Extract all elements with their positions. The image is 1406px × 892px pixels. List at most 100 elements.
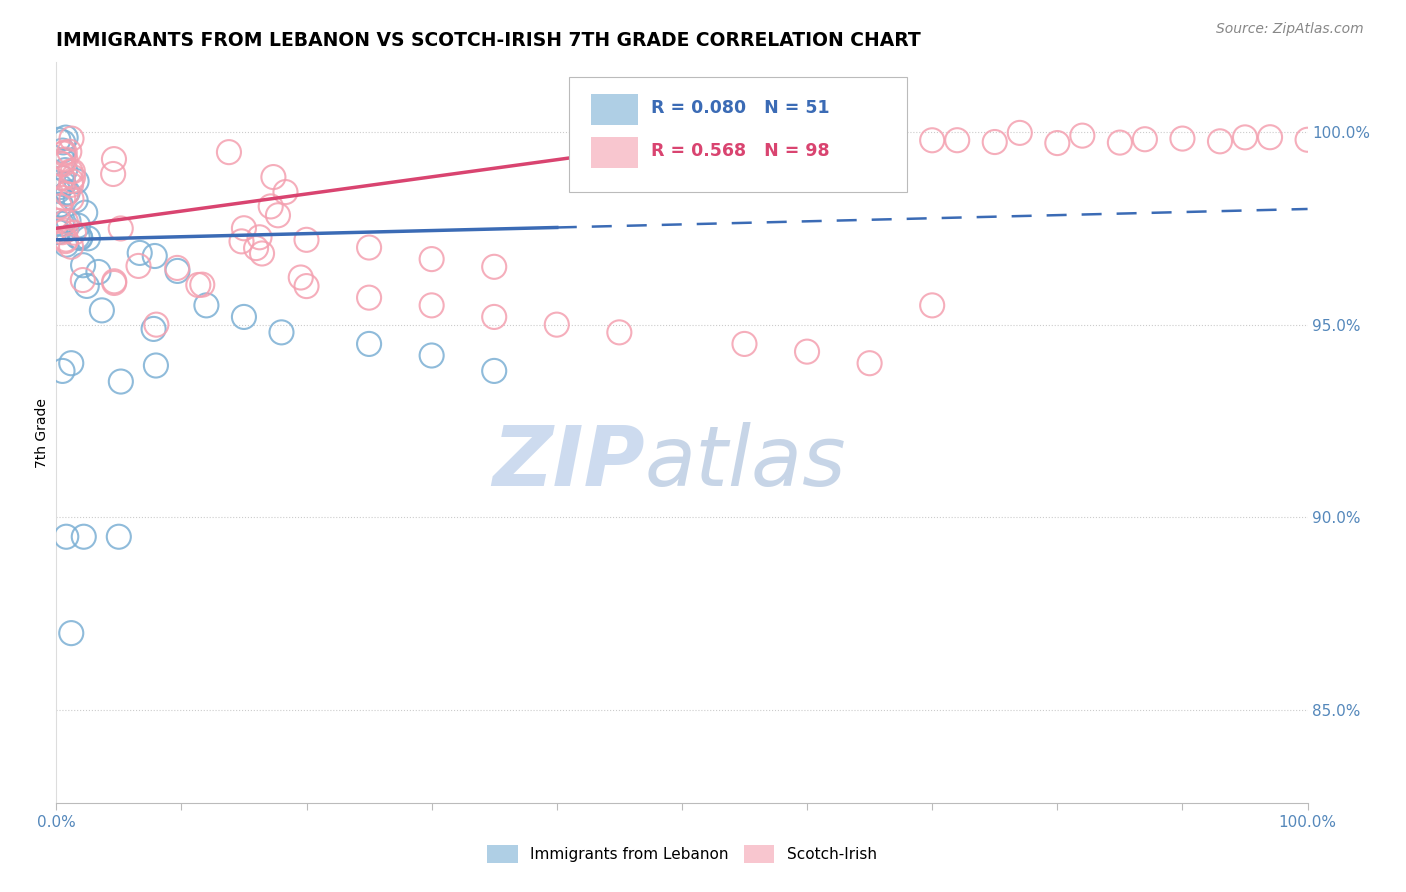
Point — [90, 303, 112, 318]
Point — [59, 164, 82, 178]
Point — [821, 129, 844, 144]
Point — [65, 174, 87, 188]
Point — [734, 128, 756, 142]
Point — [52, 191, 75, 205]
Point — [55, 130, 77, 145]
Point — [69, 231, 91, 245]
Point — [52, 157, 75, 171]
Text: ZIP: ZIP — [492, 422, 644, 503]
FancyBboxPatch shape — [569, 78, 907, 192]
Point — [66, 219, 89, 233]
Point — [295, 233, 318, 247]
Point — [546, 318, 568, 332]
Point — [984, 135, 1007, 149]
Point — [128, 259, 150, 273]
Text: R = 0.080   N = 51: R = 0.080 N = 51 — [651, 99, 830, 118]
Point — [60, 626, 83, 640]
Point — [58, 145, 80, 159]
Point — [76, 279, 98, 293]
Point — [295, 279, 318, 293]
Point — [46, 184, 69, 198]
Point — [52, 144, 75, 158]
Point — [233, 310, 256, 324]
Point — [245, 241, 267, 255]
Point — [166, 264, 188, 278]
Point — [609, 326, 631, 340]
Point — [62, 164, 84, 178]
Point — [858, 126, 880, 140]
Point — [1296, 133, 1319, 147]
Point — [267, 208, 290, 222]
Point — [73, 530, 96, 544]
Point — [128, 246, 150, 260]
Legend: Immigrants from Lebanon, Scotch-Irish: Immigrants from Lebanon, Scotch-Irish — [481, 839, 883, 869]
Point — [110, 375, 132, 389]
Point — [55, 237, 77, 252]
Point — [233, 221, 256, 235]
Point — [145, 318, 167, 332]
Point — [142, 322, 165, 336]
Point — [883, 136, 905, 150]
Point — [420, 252, 443, 266]
Point — [60, 174, 83, 188]
Bar — [591, 95, 638, 126]
Point — [49, 199, 72, 213]
Point — [110, 221, 132, 235]
Point — [921, 298, 943, 312]
Point — [60, 192, 83, 206]
Point — [103, 274, 125, 288]
Point — [69, 230, 91, 244]
Point — [187, 277, 209, 292]
Point — [101, 167, 124, 181]
Point — [56, 186, 79, 200]
Point — [60, 356, 83, 370]
Y-axis label: 7th Grade: 7th Grade — [35, 398, 49, 467]
Point — [51, 171, 73, 186]
Point — [195, 298, 218, 312]
Point — [60, 131, 83, 145]
Point — [55, 186, 77, 201]
Point — [65, 194, 87, 208]
Point — [87, 265, 110, 279]
Point — [143, 249, 166, 263]
Point — [249, 230, 271, 244]
Point — [1234, 130, 1257, 145]
Text: IMMIGRANTS FROM LEBANON VS SCOTCH-IRISH 7TH GRADE CORRELATION CHART: IMMIGRANTS FROM LEBANON VS SCOTCH-IRISH … — [56, 30, 921, 50]
Point — [420, 298, 443, 312]
Point — [260, 199, 283, 213]
Bar — [591, 137, 638, 169]
Point — [671, 131, 693, 145]
Point — [270, 326, 292, 340]
Point — [52, 153, 75, 168]
Point — [250, 246, 273, 260]
Text: Source: ZipAtlas.com: Source: ZipAtlas.com — [1216, 22, 1364, 37]
Point — [103, 152, 125, 166]
Point — [420, 349, 443, 363]
Point — [46, 225, 69, 239]
Point — [52, 171, 75, 186]
Point — [51, 217, 73, 231]
Point — [231, 235, 253, 249]
Point — [62, 170, 84, 185]
Point — [72, 258, 94, 272]
Point — [1071, 128, 1094, 143]
Point — [1109, 136, 1132, 150]
Point — [63, 226, 86, 240]
Point — [1133, 132, 1156, 146]
Point — [103, 276, 125, 290]
Point — [484, 364, 506, 378]
Point — [145, 359, 167, 373]
Point — [51, 225, 73, 239]
Point — [60, 178, 83, 192]
Point — [858, 356, 880, 370]
Point — [359, 337, 381, 351]
Point — [1209, 134, 1232, 148]
Point — [946, 133, 969, 147]
Point — [53, 145, 76, 160]
Point — [52, 146, 75, 161]
Point — [58, 214, 80, 228]
Point — [46, 214, 69, 228]
Point — [359, 291, 381, 305]
Point — [609, 126, 631, 140]
Point — [484, 310, 506, 324]
